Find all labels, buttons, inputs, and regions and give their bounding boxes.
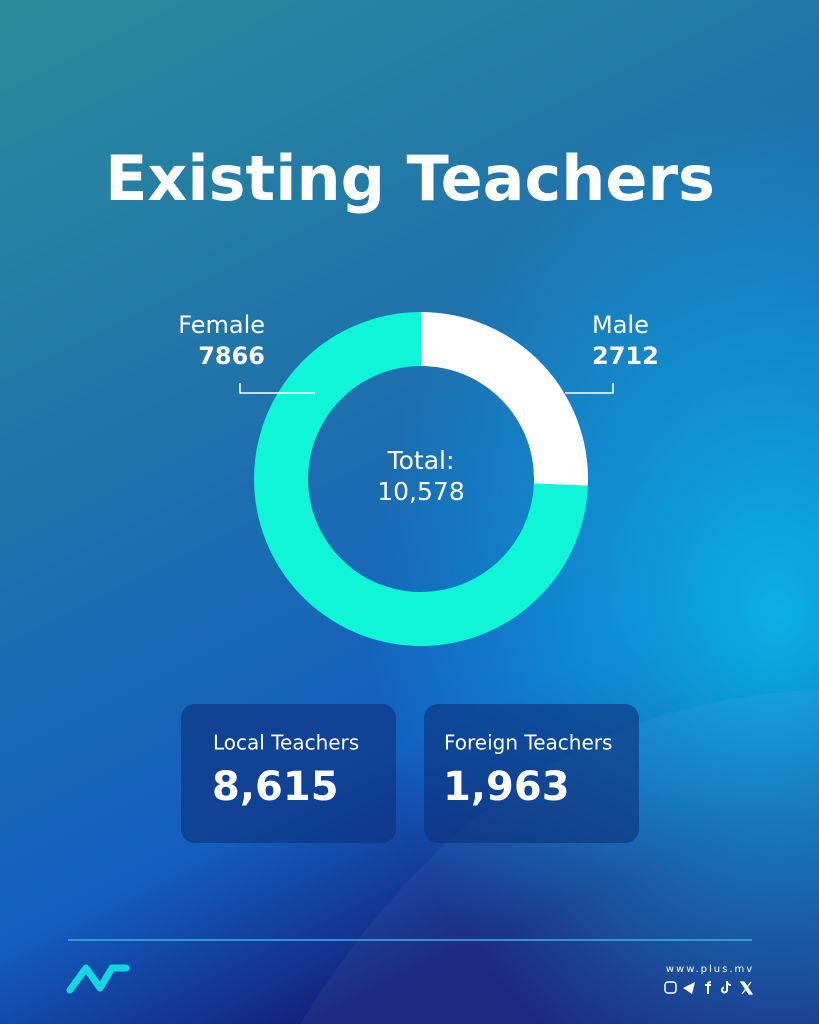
icon-telegram: [683, 982, 695, 994]
donut-slice: [254, 312, 588, 647]
icon-facebook: [705, 981, 711, 994]
icon-tiktok: [721, 981, 731, 994]
donut-chart: Male 2712 Female 7866: [178, 311, 659, 647]
slice-value: 2712: [592, 342, 659, 370]
website: www.plus.mv: [666, 964, 754, 975]
leader-line: [239, 383, 315, 394]
icon-instagram: [664, 981, 677, 994]
slice-label: Male: [592, 311, 649, 339]
card-label: Local Teachers: [213, 731, 359, 755]
leader-line: [565, 383, 614, 394]
center-value: 10,578: [377, 477, 464, 506]
slice-label: Female: [178, 311, 265, 339]
slice-value: 7866: [198, 342, 265, 370]
card: [424, 704, 639, 843]
card-label: Foreign Teachers: [444, 731, 612, 755]
card-value: 8,615: [212, 764, 339, 810]
logo: [66, 964, 130, 994]
donut-slice: [421, 312, 588, 486]
chart-title: Existing Teachers: [105, 142, 715, 215]
card-value: 1,963: [443, 764, 570, 810]
card: [181, 704, 396, 843]
social-icons: [664, 981, 754, 995]
center-label: Total:: [387, 446, 455, 475]
icon-x: [739, 981, 754, 995]
